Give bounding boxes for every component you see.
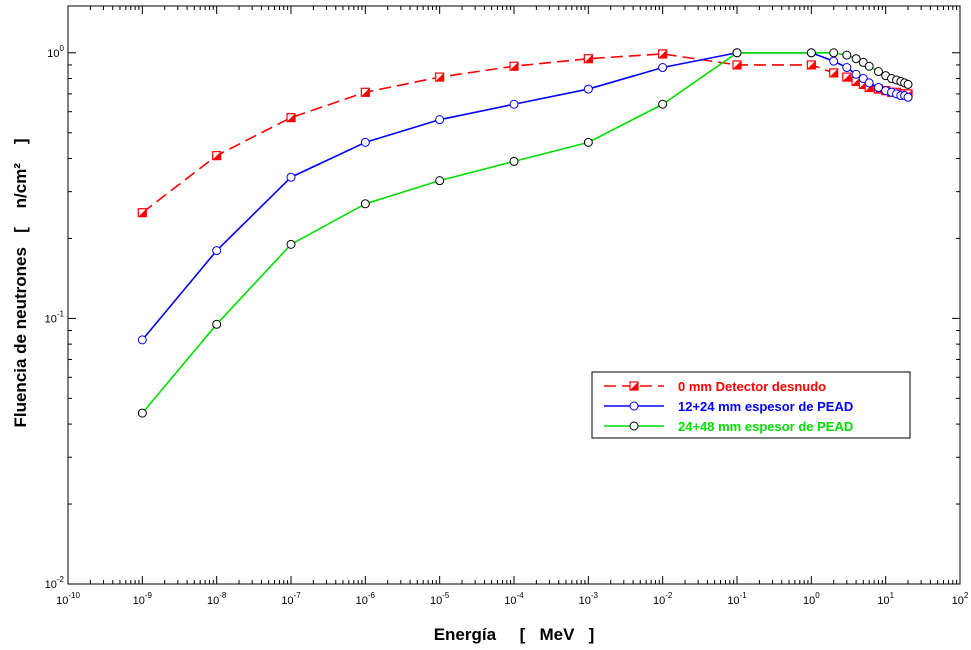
data-point-fill bbox=[829, 68, 838, 77]
data-point bbox=[509, 99, 519, 109]
y-tick-label: 100 bbox=[47, 44, 64, 60]
data-point-fill bbox=[852, 77, 861, 86]
legend-label: 0 mm Detector desnudo bbox=[678, 379, 826, 394]
data-point bbox=[583, 137, 593, 147]
y-tick-label: 10-1 bbox=[45, 309, 65, 325]
data-point bbox=[873, 67, 883, 77]
series-3 bbox=[137, 48, 913, 418]
data-point bbox=[873, 83, 883, 93]
data-point bbox=[864, 78, 874, 88]
x-tick-label: 10-7 bbox=[281, 591, 301, 607]
y-axis-title: Fluencia de neutrones [ n/cm² ] bbox=[11, 138, 30, 427]
data-point bbox=[851, 54, 861, 64]
data-point-fill bbox=[138, 208, 147, 217]
data-point-fill bbox=[212, 151, 221, 160]
series-layer bbox=[137, 48, 913, 418]
data-point bbox=[137, 408, 147, 418]
data-point bbox=[864, 61, 874, 71]
x-tick-label: 10-6 bbox=[356, 591, 376, 607]
data-point-fill bbox=[510, 62, 518, 71]
x-tick-label: 10-4 bbox=[504, 591, 524, 607]
plot-frame bbox=[67, 5, 961, 585]
data-point bbox=[658, 63, 668, 73]
data-point bbox=[851, 69, 861, 79]
data-point-fill bbox=[630, 382, 638, 390]
data-point-fill bbox=[733, 60, 741, 69]
series-2 bbox=[137, 48, 913, 345]
data-point bbox=[658, 99, 668, 109]
data-point bbox=[903, 92, 913, 102]
data-point bbox=[829, 48, 839, 58]
data-point bbox=[732, 48, 742, 58]
x-tick-label: 10-3 bbox=[579, 591, 599, 607]
x-tick-label: 10-10 bbox=[56, 591, 80, 607]
data-point bbox=[360, 137, 370, 147]
data-point-fill bbox=[807, 60, 816, 69]
data-point-fill bbox=[842, 73, 851, 82]
data-point bbox=[806, 48, 816, 58]
data-point bbox=[858, 74, 868, 84]
x-tick-label: 10-5 bbox=[430, 591, 450, 607]
data-point-fill bbox=[658, 49, 667, 58]
data-point bbox=[629, 401, 639, 411]
data-point bbox=[629, 421, 639, 431]
data-point bbox=[435, 176, 445, 186]
x-tick-label: 10-1 bbox=[727, 591, 747, 607]
data-point bbox=[829, 56, 839, 66]
x-tick-label: 10-8 bbox=[207, 591, 227, 607]
data-point bbox=[212, 319, 222, 329]
data-point-fill bbox=[361, 88, 370, 97]
data-point bbox=[137, 335, 147, 345]
data-point bbox=[583, 84, 593, 94]
data-point-fill bbox=[287, 113, 295, 122]
data-point bbox=[509, 156, 519, 166]
data-point-fill bbox=[584, 54, 593, 63]
x-tick-label: 102 bbox=[952, 591, 969, 607]
legend: 0 mm Detector desnudo 12+24 mm espesor de… bbox=[591, 371, 911, 439]
x-tick-label: 10-2 bbox=[653, 591, 673, 607]
x-tick-label: 100 bbox=[803, 591, 820, 607]
data-point bbox=[435, 115, 445, 125]
x-axis-title: Energía [ MeV ] bbox=[434, 625, 595, 644]
x-tick-label: 101 bbox=[877, 591, 894, 607]
legend-label: 12+24 mm espesor de PEAD bbox=[678, 399, 853, 414]
x-axis-ticks: 10-10 10-9 10-8 10-7 10-6 10-5 10-4 10-3 10-2 10-… bbox=[56, 6, 969, 607]
legend-box bbox=[591, 371, 911, 439]
data-point bbox=[212, 246, 222, 256]
data-point bbox=[360, 199, 370, 209]
data-point-fill bbox=[435, 73, 444, 82]
legend-label: 24+48 mm espesor de PEAD bbox=[678, 419, 853, 434]
data-point bbox=[903, 79, 913, 89]
data-point bbox=[286, 239, 296, 249]
data-point bbox=[842, 50, 852, 60]
x-tick-label: 10-9 bbox=[133, 591, 153, 607]
y-tick-label: 10-2 bbox=[45, 575, 65, 591]
data-point bbox=[842, 63, 852, 73]
data-point bbox=[286, 172, 296, 182]
y-axis-ticks: 10-2 10-1 100 bbox=[45, 44, 960, 591]
